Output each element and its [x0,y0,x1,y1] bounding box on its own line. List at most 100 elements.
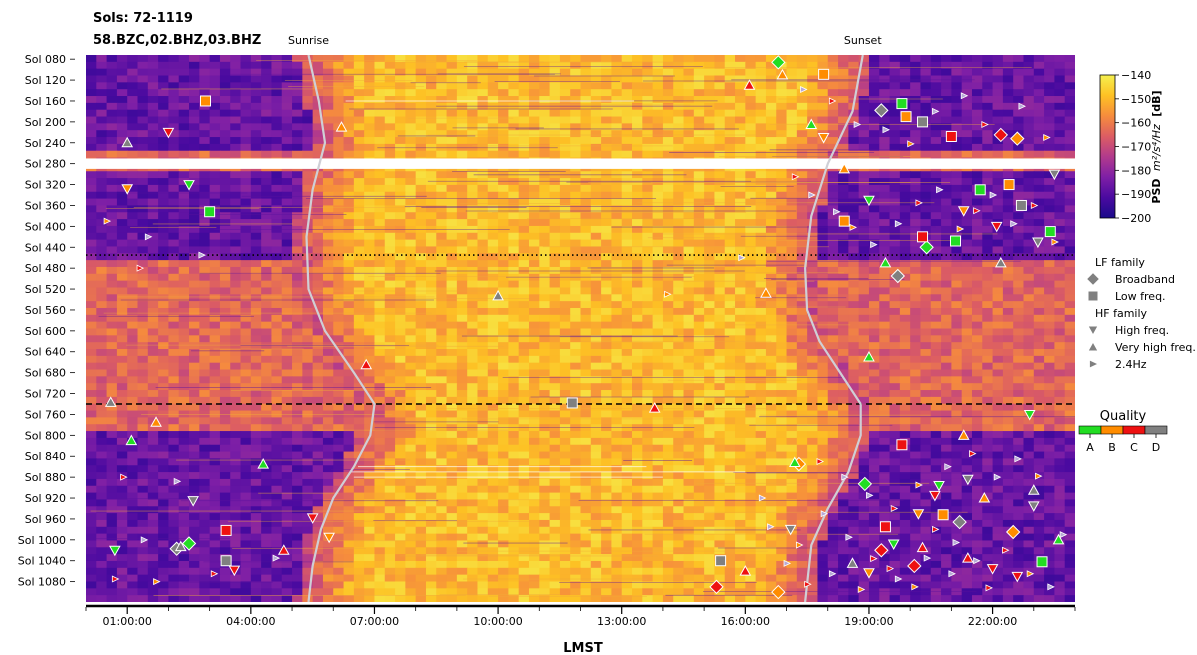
marker-triangle-right[interactable] [833,208,841,216]
marker-triangle-down[interactable] [1048,169,1061,181]
marker-triangle-down[interactable] [863,195,875,207]
marker-triangle-right[interactable] [800,85,808,93]
marker-diamond[interactable] [993,127,1009,143]
marker-triangle-right[interactable] [981,120,989,128]
marker-square[interactable] [715,555,727,567]
marker-triangle-right[interactable] [853,120,862,128]
marker-triangle-right[interactable] [1010,220,1018,228]
marker-triangle-right[interactable] [931,107,940,115]
marker-triangle-up[interactable] [1052,533,1065,545]
marker-triangle-right[interactable] [173,477,182,485]
marker-square[interactable] [1036,556,1048,568]
marker-triangle-right[interactable] [849,223,858,231]
marker-triangle-right[interactable] [140,536,149,544]
marker-triangle-right[interactable] [136,264,145,272]
marker-triangle-up[interactable] [648,402,661,413]
marker-triangle-right[interactable] [103,217,112,225]
marker-triangle-down[interactable] [162,127,175,139]
marker-triangle-right[interactable] [948,570,956,578]
marker-square[interactable] [896,439,908,451]
marker-square[interactable] [1003,179,1015,191]
marker-triangle-up[interactable] [125,434,138,446]
marker-triangle-right[interactable] [973,207,981,215]
marker-square[interactable] [949,235,961,247]
marker-triangle-right[interactable] [1034,472,1043,480]
marker-triangle-right[interactable] [936,186,944,194]
marker-triangle-right[interactable] [111,575,120,583]
marker-triangle-right[interactable] [944,463,952,471]
marker-square[interactable] [937,509,949,521]
marker-diamond[interactable] [874,543,889,558]
marker-triangle-up[interactable] [788,456,801,468]
marker-triangle-right[interactable] [989,191,998,199]
marker-triangle-right[interactable] [767,523,775,531]
marker-triangle-right[interactable] [985,584,994,592]
marker-triangle-down[interactable] [323,532,335,544]
marker-triangle-right[interactable] [866,491,874,499]
marker-triangle-down[interactable] [957,206,970,217]
marker-triangle-up[interactable] [743,79,756,90]
marker-triangle-right[interactable] [1014,455,1022,463]
marker-triangle-up[interactable] [104,396,117,407]
marker-triangle-up[interactable] [776,68,789,80]
marker-triangle-up[interactable] [760,287,772,298]
marker-triangle-up[interactable] [805,118,818,129]
marker-triangle-right[interactable] [973,557,981,565]
marker-triangle-right[interactable] [911,583,919,591]
marker-triangle-right[interactable] [969,450,977,458]
marker-square[interactable] [838,215,850,227]
marker-diamond[interactable] [1005,524,1021,540]
marker-triangle-right[interactable] [1030,201,1039,209]
marker-square[interactable] [200,95,212,107]
marker-triangle-right[interactable] [841,473,849,481]
marker-square[interactable] [818,68,830,80]
marker-triangle-right[interactable] [144,233,153,241]
marker-triangle-down[interactable] [863,568,875,579]
marker-triangle-right[interactable] [804,580,812,588]
legend-square-icon[interactable] [1087,290,1099,302]
marker-triangle-right[interactable] [816,457,825,465]
marker-square[interactable] [1015,199,1027,211]
marker-square[interactable] [900,111,912,123]
marker-triangle-right[interactable] [857,585,866,593]
marker-triangle-right[interactable] [952,538,961,546]
marker-triangle-down[interactable] [784,524,797,536]
marker-triangle-right[interactable] [882,126,890,134]
marker-triangle-down[interactable] [121,184,134,195]
marker-triangle-down[interactable] [990,221,1003,233]
marker-square[interactable] [204,206,216,218]
marker-triangle-right[interactable] [915,481,923,489]
marker-triangle-right[interactable] [890,504,899,512]
marker-triangle-right[interactable] [1002,546,1010,554]
marker-triangle-right[interactable] [894,575,903,583]
marker-triangle-right[interactable] [931,525,940,533]
marker-triangle-right[interactable] [870,241,878,249]
marker-diamond[interactable] [890,268,906,284]
marker-triangle-down[interactable] [962,474,974,486]
marker-triangle-right[interactable] [1051,238,1059,246]
marker-triangle-right[interactable] [993,473,1002,481]
marker-diamond[interactable] [771,584,786,600]
legend-diamond-icon[interactable] [1085,271,1101,287]
marker-diamond[interactable] [874,103,889,118]
marker-triangle-up[interactable] [121,136,134,148]
marker-triangle-down[interactable] [929,490,941,502]
marker-triangle-down[interactable] [1011,571,1024,583]
marker-diamond[interactable] [1010,131,1025,146]
marker-triangle-up[interactable] [957,429,970,440]
marker-diamond[interactable] [907,558,922,574]
marker-triangle-down[interactable] [817,133,830,144]
marker-triangle-up[interactable] [846,557,859,568]
marker-triangle-up[interactable] [492,289,504,301]
marker-triangle-right[interactable] [664,290,672,298]
marker-triangle-right[interactable] [153,578,161,586]
marker-triangle-right[interactable] [1018,102,1026,110]
marker-triangle-right[interactable] [120,473,128,481]
marker-triangle-right[interactable] [870,555,878,563]
marker-triangle-right[interactable] [915,199,923,207]
marker-triangle-up[interactable] [879,256,892,268]
marker-square[interactable] [945,131,957,143]
marker-triangle-right[interactable] [894,220,903,228]
marker-triangle-up[interactable] [978,492,991,503]
marker-triangle-right[interactable] [210,570,219,578]
